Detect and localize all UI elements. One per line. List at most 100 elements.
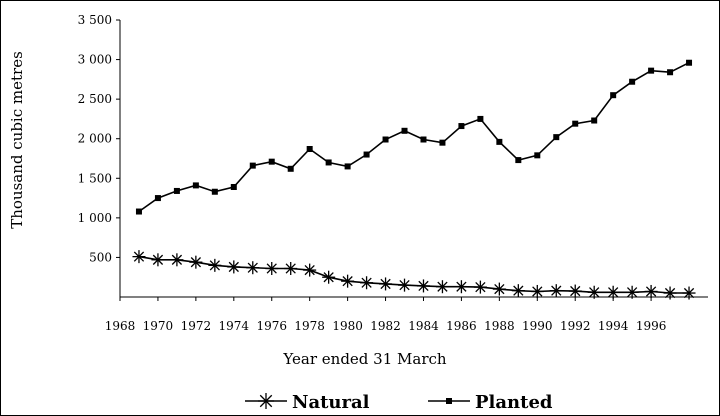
legend-natural-asterisk [258,393,274,409]
data-point-planted [249,162,256,169]
x-tick-label: 1990 [522,319,553,333]
x-ticks: 1968 1970 1972 1974 1976 1978 1980 1982 1984 1986… [105,297,667,333]
data-point-natural [606,285,620,299]
data-point-natural [473,280,487,294]
data-point-natural [416,279,430,293]
series-line-planted [138,61,690,213]
legend: Natural Planted [245,392,553,413]
data-point-planted [686,59,693,66]
data-point-planted [401,127,408,134]
data-point-planted [458,123,465,130]
x-tick-label: 1988 [484,319,515,333]
legend-planted-label: Planted [475,392,553,413]
data-point-planted [591,117,598,124]
legend-natural-marker [258,393,274,409]
x-tick-label: 1992 [560,319,591,333]
y-tick-label: 3 500 [78,13,112,27]
data-point-natural [549,284,563,298]
x-tick-label: 1970 [143,319,174,333]
data-point-natural [132,250,146,264]
data-point-planted [135,208,142,215]
data-point-planted [553,134,560,141]
data-point-natural [625,285,639,299]
x-tick-label: 1968 [105,319,136,333]
data-point-natural [322,270,336,284]
data-point-natural [435,280,449,294]
y-tick-label: 3 000 [78,53,112,67]
data-point-planted [173,187,180,194]
data-point-planted [287,165,294,172]
data-point-planted [629,78,636,85]
y-tick-label: 2 500 [78,92,112,106]
y-tick-label: 1 500 [78,171,112,185]
y-axis-title: Thousand cubic metres [8,51,26,229]
data-point-natural [568,284,582,298]
series-planted [135,59,693,215]
x-tick-label: 1982 [370,319,401,333]
data-point-planted [363,151,370,158]
data-point-natural [511,284,525,298]
x-tick-label: 1972 [181,319,212,333]
x-tick-label: 1994 [598,319,629,333]
data-point-natural [360,276,374,290]
series-layer [132,59,696,300]
data-point-planted [572,120,579,127]
x-tick-label: 1978 [294,319,325,333]
data-point-natural [379,277,393,291]
y-tick-label: 2 000 [78,132,112,146]
series-line-natural [138,255,689,294]
data-point-planted [382,136,389,143]
data-point-planted [268,158,275,165]
legend-planted-marker [446,398,452,404]
data-point-natural [587,285,601,299]
x-tick-label: 1984 [408,319,439,333]
legend-item-natural: Natural [245,392,370,413]
data-point-natural [265,262,279,276]
x-tick-label: 1986 [446,319,477,333]
data-point-planted [230,183,237,190]
data-point-natural [208,258,222,272]
data-point-planted [192,182,199,189]
data-point-natural [398,278,412,292]
data-point-planted [667,69,674,76]
data-point-planted [515,157,522,164]
data-point-natural [341,274,355,288]
data-point-natural [284,262,298,276]
legend-item-planted: Planted [428,392,553,413]
data-point-natural [682,286,696,300]
data-point-natural [189,255,203,269]
x-tick-label: 1980 [332,319,363,333]
data-point-planted [306,146,313,153]
data-point-planted [211,188,218,195]
data-point-natural [454,280,468,294]
x-axis-title: Year ended 31 March [282,350,446,368]
data-point-natural [246,261,260,275]
data-point-planted [477,115,484,122]
data-point-natural [663,286,677,300]
data-point-natural [644,284,658,298]
y-ticks: 500 1 000 1 500 2 000 2 500 3 000 3 500 [78,13,120,264]
data-point-planted [534,152,541,159]
x-tick-label: 1976 [256,319,287,333]
data-point-planted [610,92,617,99]
data-point-planted [496,138,503,145]
data-point-planted [344,163,351,170]
data-point-planted [420,136,427,143]
data-point-natural [227,260,241,274]
data-point-natural [303,263,317,277]
data-point-natural [492,282,506,296]
data-point-natural [170,253,184,267]
y-tick-label: 500 [89,250,112,264]
legend-natural-label: Natural [292,392,370,413]
axes [119,20,708,298]
x-tick-label: 1974 [219,319,250,333]
data-point-natural [530,284,544,298]
data-point-natural [151,253,165,267]
series-natural [132,250,696,300]
data-point-planted [154,195,161,202]
data-point-planted [325,159,332,166]
x-tick-label: 1996 [636,319,667,333]
data-point-planted [648,67,655,74]
y-tick-label: 1 000 [78,211,112,225]
